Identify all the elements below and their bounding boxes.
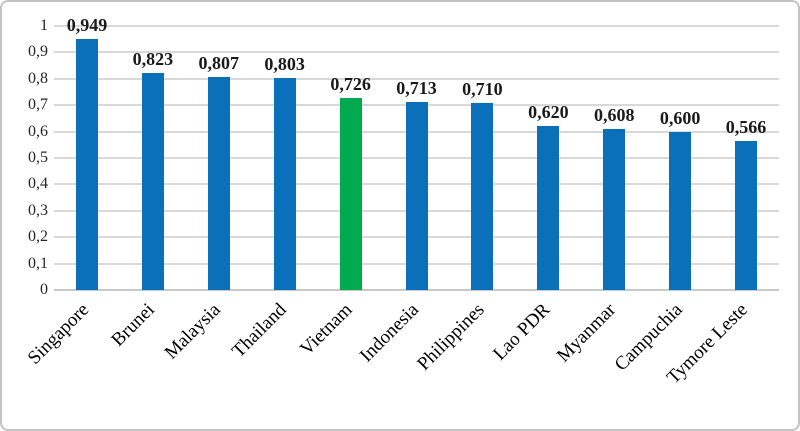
gridline	[54, 25, 779, 27]
y-tick-label: 0,1	[28, 254, 48, 272]
y-tick-label: 0,4	[28, 175, 48, 193]
bar-value-label: 0,608	[593, 105, 635, 126]
bar-value-label: 0,949	[66, 15, 108, 36]
bar-thailand	[273, 78, 296, 290]
bar-value-label: 0,713	[396, 77, 437, 98]
y-tick-label: 0,2	[28, 228, 48, 246]
y-tick-label: 0,7	[28, 96, 48, 114]
x-tick-label: Myanmar	[553, 299, 621, 367]
bar-brunei	[141, 72, 164, 290]
bar-value-label: 0,803	[264, 54, 305, 75]
bar-value-label: 0,600	[659, 107, 701, 128]
y-tick-label: 0,8	[28, 69, 48, 87]
y-tick-label: 0,9	[28, 43, 48, 61]
x-tick-label: Malaysia	[160, 299, 225, 364]
x-tick-label: Philippines	[413, 299, 489, 375]
bar-value-label: 0,823	[132, 48, 174, 69]
x-tick-label: Singapore	[23, 299, 94, 369]
bar-value-label: 0,710	[462, 78, 503, 99]
bar-indonesia	[405, 101, 428, 290]
y-tick-label: 1	[40, 17, 48, 34]
bar-tymore-leste	[735, 140, 758, 290]
bar-myanmar	[603, 129, 626, 290]
x-tick-label: Brunei	[107, 299, 160, 351]
bar-campuchia	[669, 131, 692, 290]
x-tick-label: Thailand	[228, 299, 291, 362]
bar-value-label: 0,726	[330, 74, 371, 95]
gridline	[54, 77, 779, 80]
bar-value-label: 0,566	[725, 116, 767, 137]
bar-value-label: 0,620	[528, 102, 569, 123]
bar-vietnam-highlighted	[339, 98, 362, 290]
x-axis-line	[54, 289, 779, 291]
y-tick-label: 0,6	[28, 122, 48, 140]
bar-value-label: 0,807	[198, 53, 240, 74]
x-tick-label: Vietnam	[296, 299, 357, 360]
bar-lao-pdr	[537, 126, 560, 290]
bar-singapore	[75, 39, 98, 290]
bar-malaysia	[207, 76, 230, 290]
y-tick-label: 0,5	[28, 149, 48, 166]
bar-philippines	[471, 102, 494, 290]
y-tick-label: 0,3	[28, 201, 48, 219]
y-tick-label: 0	[40, 281, 48, 298]
x-tick-label: Indonesia	[355, 299, 423, 367]
gridline	[54, 51, 779, 54]
x-tick-label: Lao PDR	[489, 299, 555, 365]
